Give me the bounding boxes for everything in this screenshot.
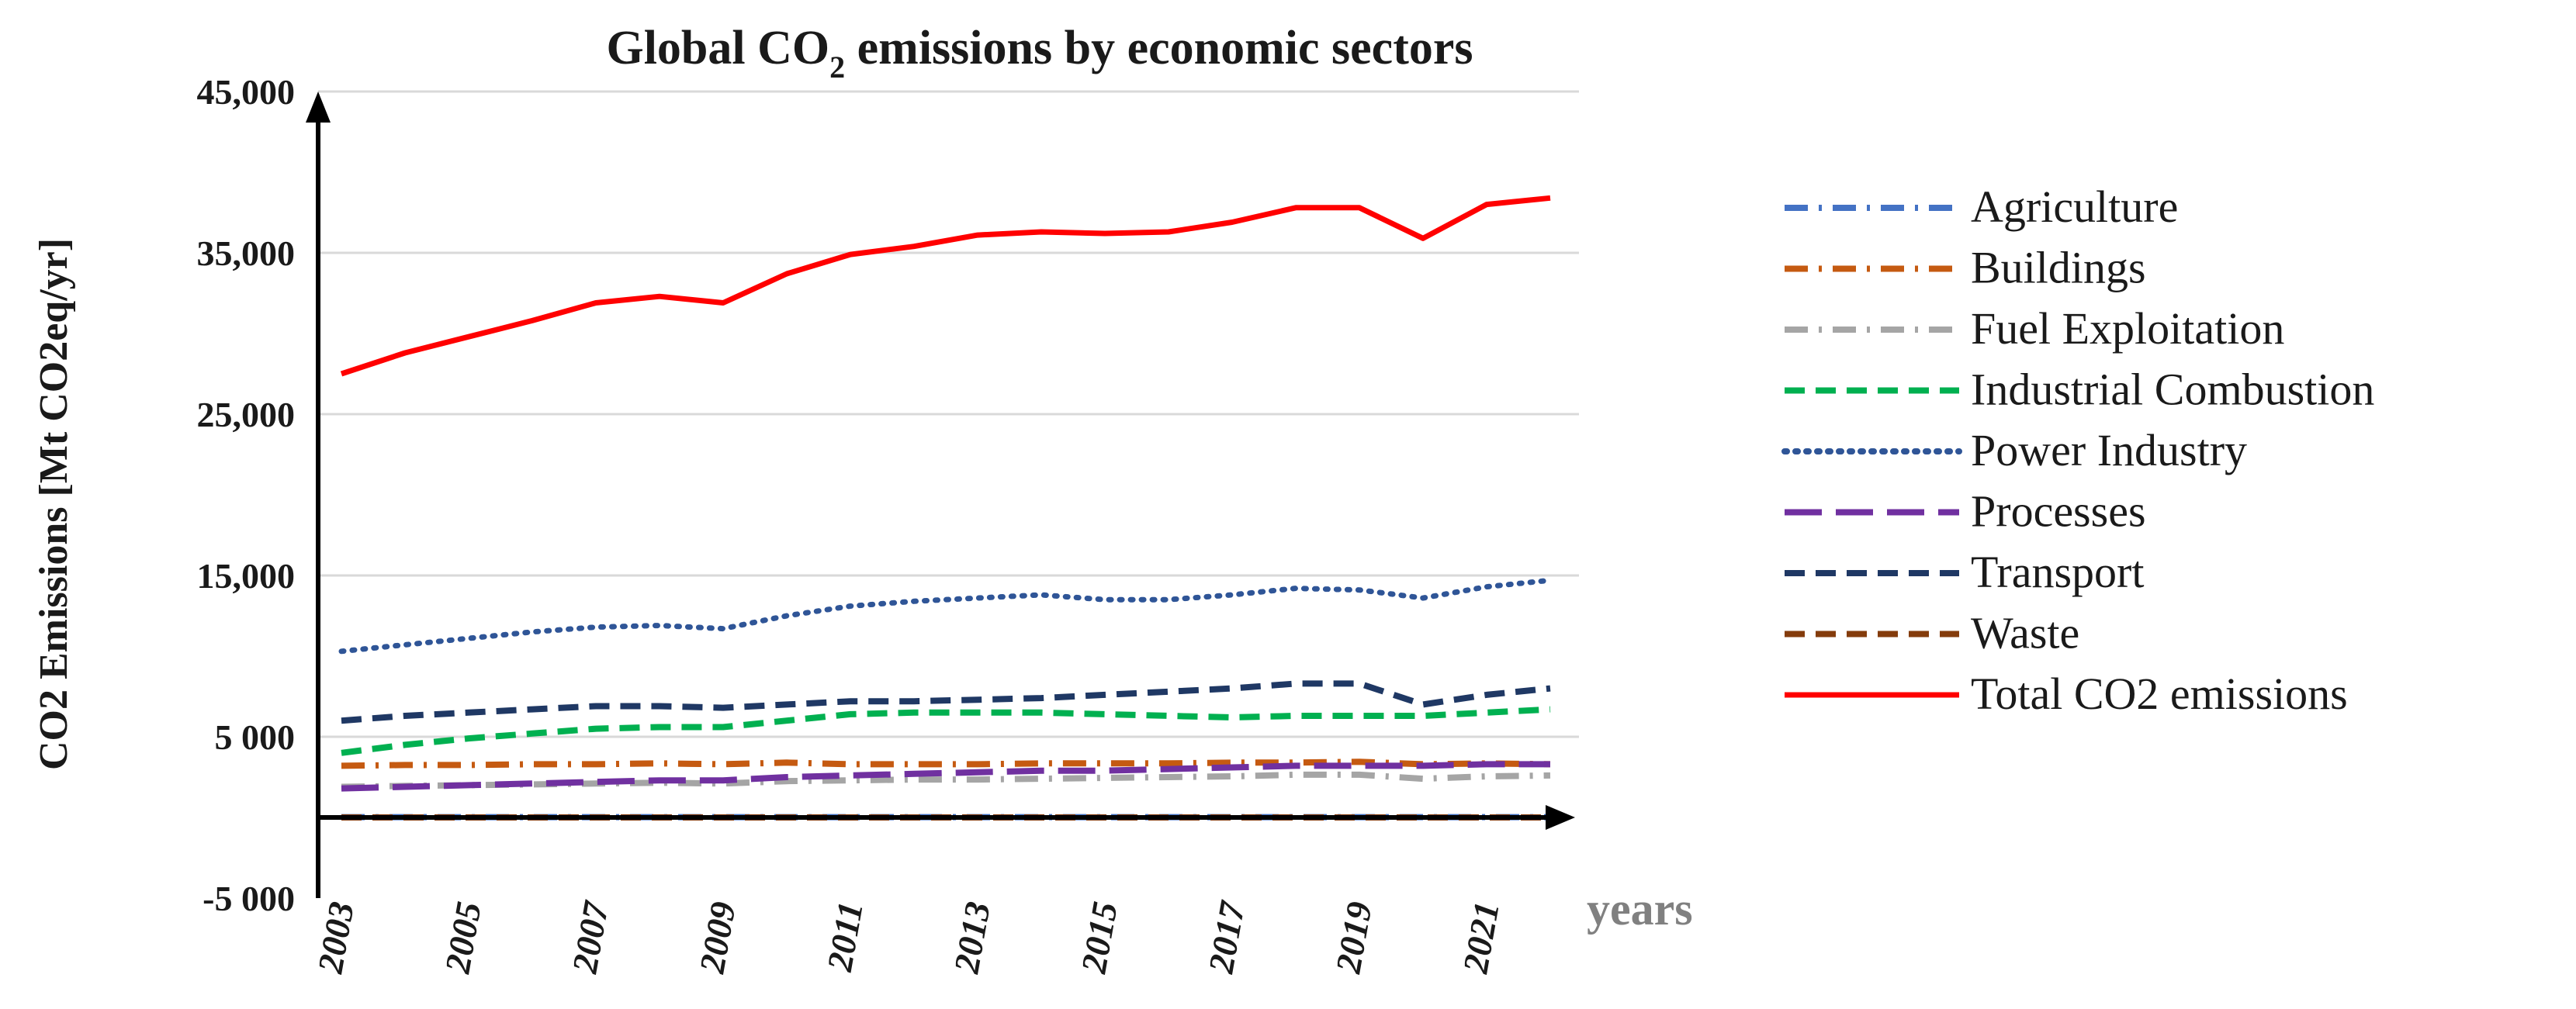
x-axis-ticks: 2003 2005 2007 2009 2011 2013 2015 2017 2019 2021 bbox=[310, 897, 1506, 976]
gridlines bbox=[318, 90, 1579, 738]
legend-label-power-industry: Power Industry bbox=[1971, 425, 2247, 475]
x-tick-label: 2013 bbox=[946, 899, 997, 976]
x-tick-label: 2019 bbox=[1328, 899, 1379, 976]
legend-label-buildings: Buildings bbox=[1971, 243, 2146, 293]
chart-title-main: Global CO bbox=[606, 22, 829, 74]
legend-label-fuel-exploitation: Fuel Exploitation bbox=[1971, 303, 2284, 354]
y-tick-label: 25,000 bbox=[197, 395, 296, 434]
x-tick-label: 2017 bbox=[1200, 897, 1252, 976]
y-axis-arrow bbox=[306, 92, 331, 123]
series-line-processes bbox=[341, 761, 1550, 792]
y-tick-label: 35,000 bbox=[197, 233, 296, 273]
y-axis-ticks: 45,000 35,000 25,000 15,000 5 000 -5 000 bbox=[197, 72, 296, 918]
chart-title: Global CO2 emissions by economic sectors bbox=[606, 22, 1473, 85]
legend-label-processes: Processes bbox=[1971, 486, 2146, 537]
x-tick-label: 2011 bbox=[819, 899, 871, 975]
series-line-buildings bbox=[341, 758, 1551, 769]
y-tick-label: 5 000 bbox=[215, 717, 296, 757]
x-tick-label: 2003 bbox=[310, 899, 361, 976]
x-tick-label: 2015 bbox=[1073, 899, 1124, 976]
x-tick-label: 2009 bbox=[691, 899, 743, 976]
x-axis-label: years bbox=[1587, 883, 1693, 935]
series-line-power-industry bbox=[338, 577, 1553, 655]
y-tick-label: 45,000 bbox=[197, 72, 296, 112]
y-tick-label: 15,000 bbox=[197, 556, 296, 596]
legend-label-agriculture: Agriculture bbox=[1971, 181, 2178, 232]
series-line-transport bbox=[341, 680, 1551, 724]
x-axis-arrow bbox=[1546, 805, 1575, 830]
chart-title-suffix: emissions by economic sectors bbox=[845, 22, 1473, 74]
y-tick-label: -5 000 bbox=[203, 879, 295, 918]
legend-label-transport: Transport bbox=[1971, 547, 2144, 597]
x-tick-label: 2021 bbox=[1455, 899, 1506, 976]
axes bbox=[306, 92, 1575, 898]
legend-label-industrial-combustion: Industrial Combustion bbox=[1971, 365, 2374, 415]
y-axis-label: CO2 Emissions [Mt CO2eq/yr] bbox=[32, 238, 76, 770]
series-line-fuel-exploitation bbox=[341, 771, 1551, 790]
legend-label-total-co2-emissions: Total CO2 emissions bbox=[1971, 669, 2348, 719]
x-tick-label: 2005 bbox=[437, 899, 488, 976]
chart-title-subscript: 2 bbox=[829, 50, 845, 85]
x-tick-label: 2007 bbox=[564, 897, 616, 976]
series-line-industrial-combustion bbox=[341, 706, 1551, 756]
series-line-total-co2-emissions bbox=[340, 195, 1551, 377]
legend: Agriculture Buildings Fuel Exploitation Ind… bbox=[1781, 181, 2374, 719]
series-lines bbox=[338, 195, 1553, 821]
legend-label-waste: Waste bbox=[1971, 608, 2079, 658]
